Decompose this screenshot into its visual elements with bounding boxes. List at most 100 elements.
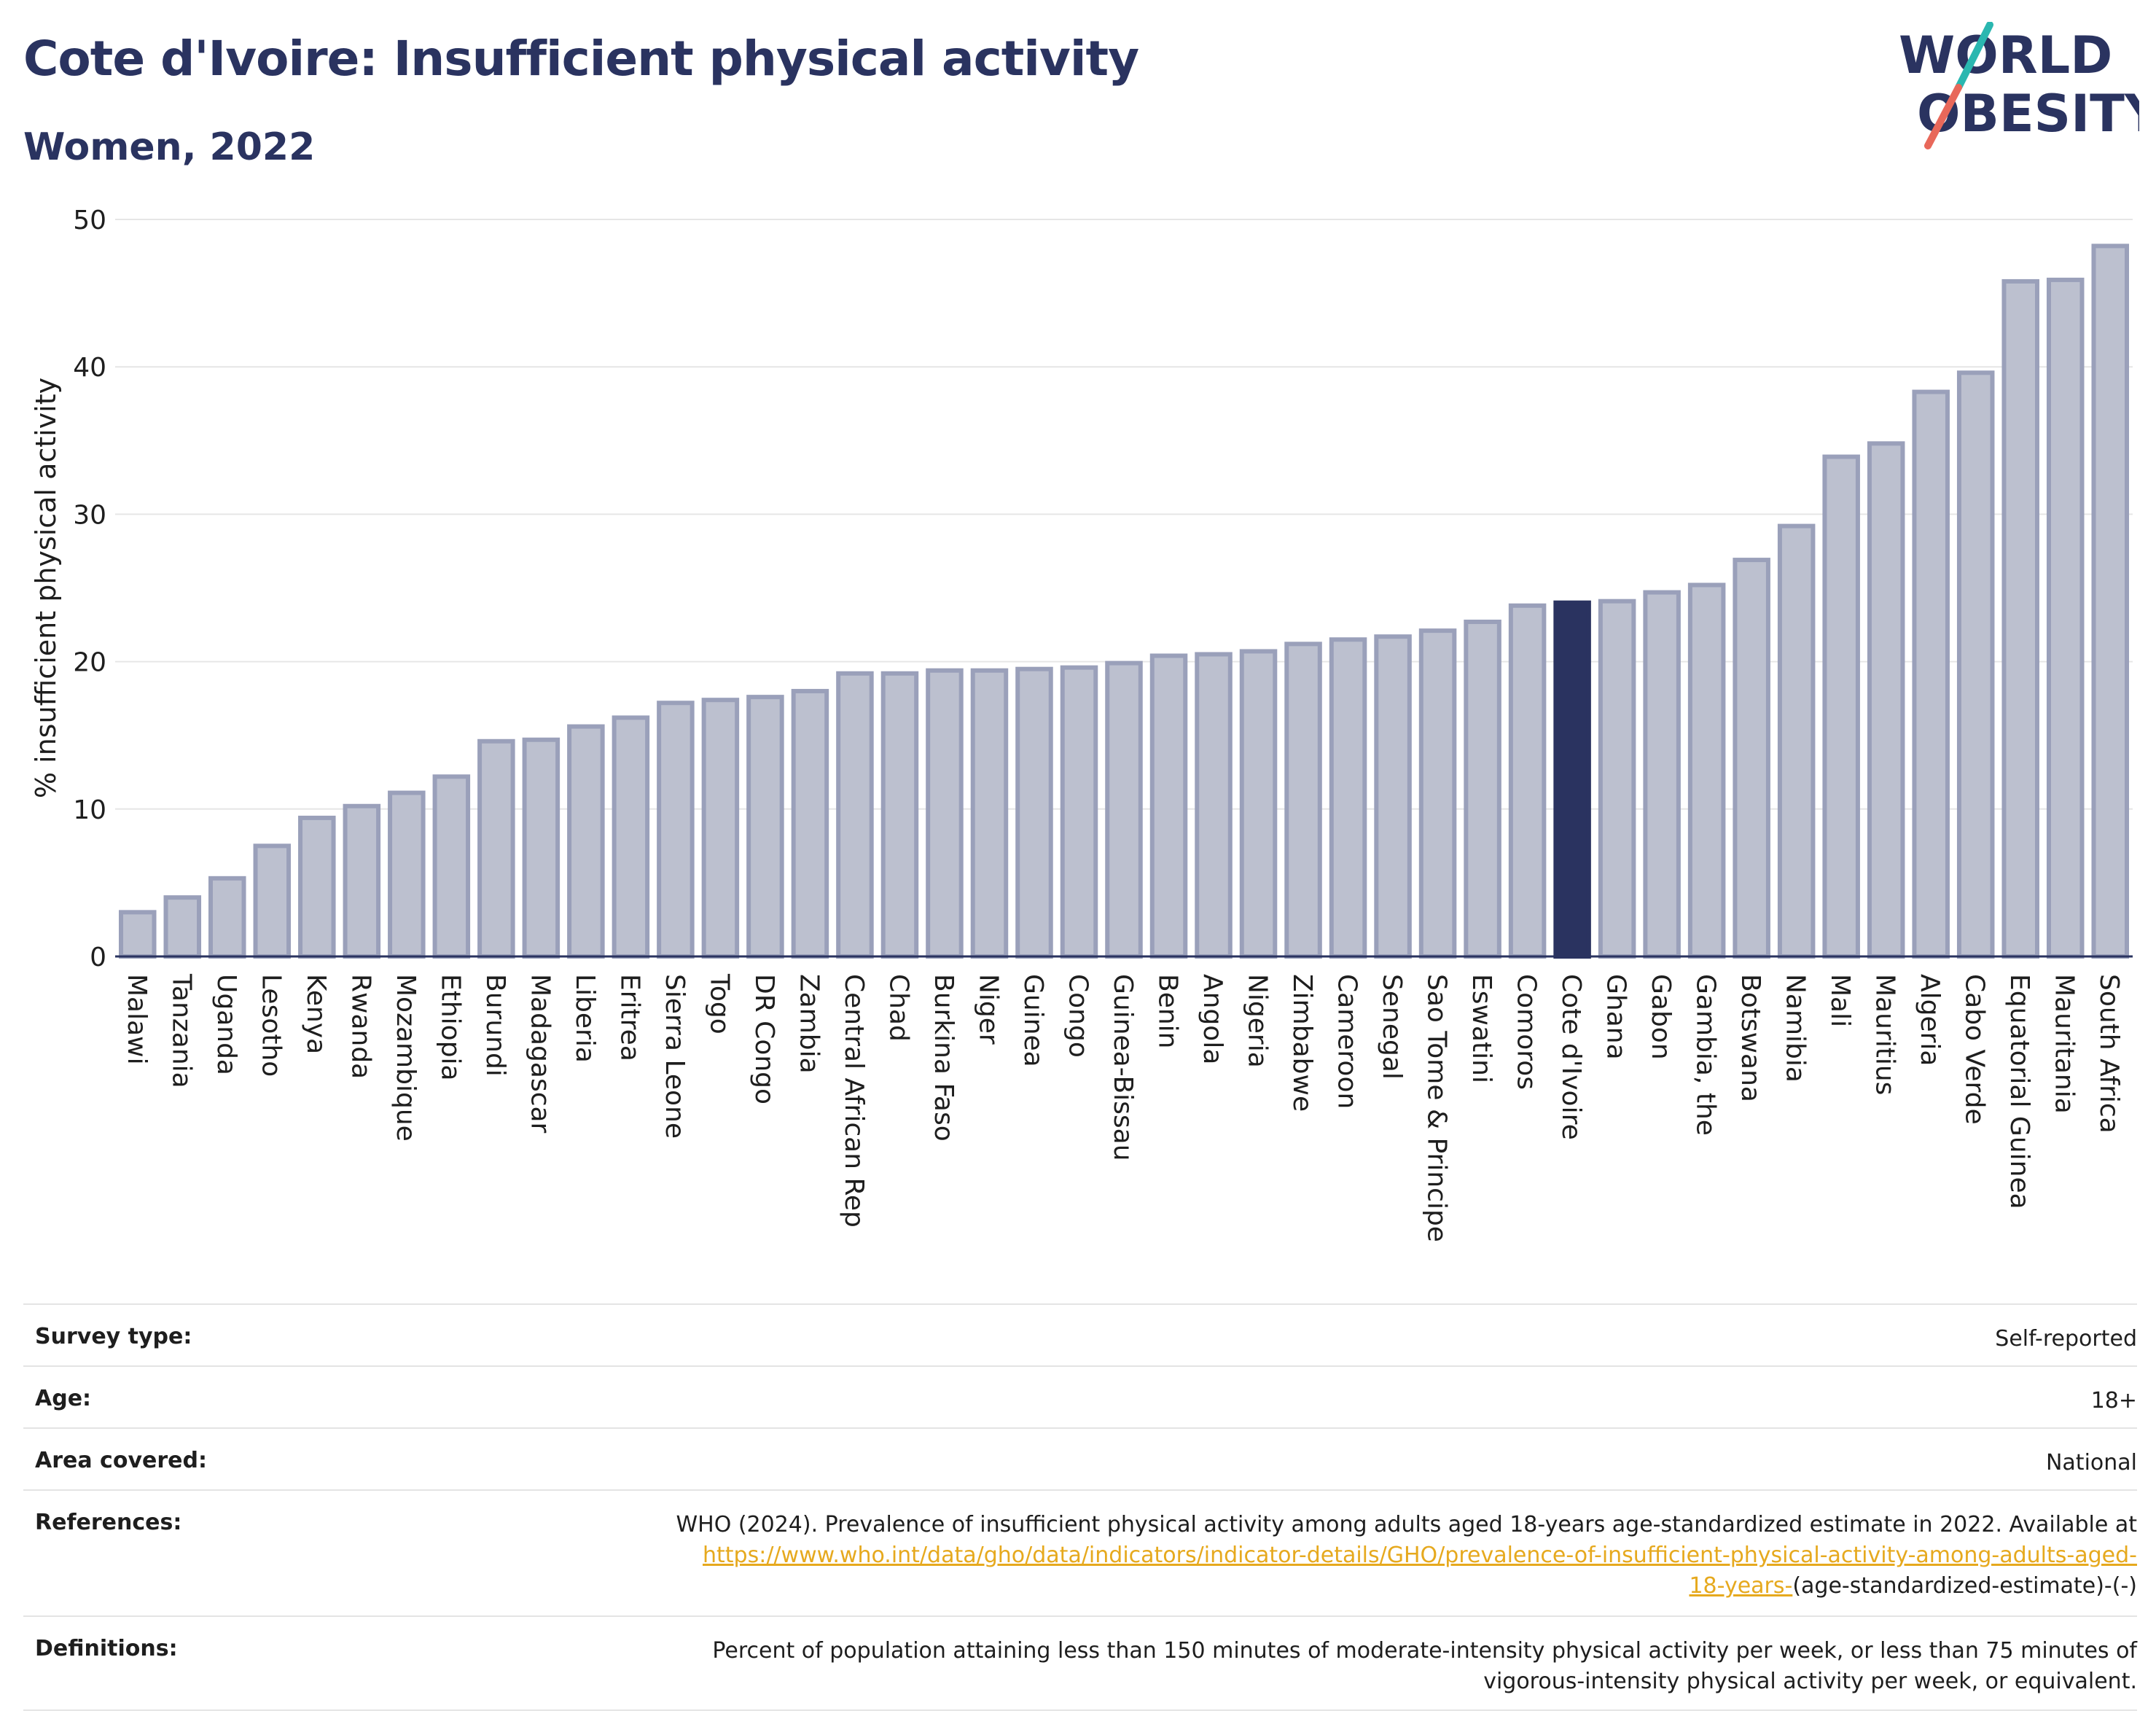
bar: [1777, 523, 1816, 959]
bar: [1239, 649, 1278, 959]
meta-value: National: [414, 1427, 2137, 1490]
bar: [2001, 278, 2039, 959]
bar: [1867, 441, 1905, 959]
bar: [701, 698, 740, 959]
x-tick-label: Botswana: [1735, 974, 1765, 1102]
bar: [1105, 660, 1143, 959]
x-tick-label: Mauritius: [1870, 974, 1900, 1095]
x-tick-label: Cameroon: [1332, 974, 1362, 1109]
x-tick-label: Rwanda: [345, 974, 375, 1079]
x-tick-label: Gambia, the: [1691, 974, 1721, 1136]
bar: [1733, 558, 1770, 959]
x-tick-label: Congo: [1063, 974, 1093, 1058]
x-tick-label: Comoros: [1512, 974, 1542, 1090]
logo-slash-top: [1955, 22, 1993, 91]
bar: [388, 790, 426, 959]
bar: [1149, 653, 1188, 959]
bar: [567, 724, 605, 959]
meta-label: References:: [23, 1489, 414, 1616]
bar: [836, 671, 874, 959]
x-tick-label: Nigeria: [1243, 974, 1273, 1068]
bar-highlight: [1553, 600, 1591, 959]
bar: [612, 715, 650, 959]
x-tick-label: Togo: [704, 973, 734, 1034]
metadata-table: Survey type: Self-reported Age: 18+ Area…: [23, 1303, 2137, 1711]
x-tick-label: Gabon: [1646, 974, 1676, 1060]
x-tick-label: Angola: [1198, 974, 1227, 1064]
bar: [1374, 634, 1412, 959]
bar: [1956, 370, 1995, 959]
bar: [1687, 582, 1726, 959]
x-tick-label: Ghana: [1601, 974, 1631, 1060]
x-tick-label: Zambia: [794, 974, 824, 1074]
bar: [1329, 637, 1367, 959]
x-tick-label: Niger: [973, 974, 1003, 1045]
y-tick-label: 20: [73, 648, 106, 678]
meta-label: Survey type:: [23, 1303, 414, 1366]
x-tick-label: Eswatini: [1466, 974, 1496, 1083]
x-tick-label: Mali: [1825, 974, 1855, 1027]
bar: [1822, 454, 1860, 959]
x-tick-label: Malawi: [122, 974, 152, 1065]
bar: [2046, 277, 2085, 959]
x-tick-label: Mauritania: [2050, 974, 2079, 1114]
x-tick-label: Namibia: [1781, 974, 1811, 1083]
meta-label: Definitions:: [23, 1615, 414, 1711]
chart-subtitle: Women, 2022: [23, 125, 316, 169]
reference-link-cont[interactable]: 18-years-: [1689, 1573, 1793, 1599]
bar: [1060, 665, 1098, 959]
definition-text-1: Percent of population attaining less tha…: [712, 1638, 2137, 1664]
x-tick-label: Sao Tome & Principe: [1422, 974, 1452, 1242]
y-tick-label: 10: [73, 795, 106, 825]
y-tick-label: 0: [90, 943, 106, 972]
x-tick-label: Lesotho: [256, 974, 286, 1077]
bar: [1643, 590, 1681, 959]
bar: [1284, 642, 1322, 959]
x-tick-label: Guinea-Bissau: [1108, 974, 1138, 1161]
x-tick-label: Burundi: [480, 974, 510, 1077]
x-tick-label: DR Congo: [749, 974, 779, 1104]
y-tick-label: 40: [73, 353, 106, 383]
y-tick-labels: 0 10 20 30 40 50: [73, 206, 106, 972]
x-tick-label: Kenya: [301, 974, 331, 1054]
x-tick-label: Mozambique: [391, 974, 421, 1142]
bar: [522, 737, 561, 959]
bar: [208, 876, 246, 959]
x-tick-label: Cote d'Ivoire: [1556, 974, 1586, 1140]
y-tick-label: 30: [73, 500, 106, 530]
bar: [1195, 652, 1233, 959]
meta-row-area: Area covered: National: [23, 1427, 2137, 1490]
x-tick-labels: Malawi Tanzania Uganda Lesotho Kenya Rwanda Mo…: [122, 973, 2124, 1242]
x-tick-label: Benin: [1153, 974, 1183, 1048]
meta-row-definitions: Definitions: Percent of population attai…: [23, 1615, 2137, 1711]
bar: [1418, 628, 1457, 959]
bar: [253, 843, 292, 959]
meta-value: Self-reported: [414, 1303, 2137, 1366]
logo-text-world: WORLD: [1899, 26, 2112, 85]
y-tick-label: 50: [73, 206, 106, 235]
y-axis-label: % insufficient physical activity: [30, 378, 62, 798]
meta-row-survey-type: Survey type: Self-reported: [23, 1303, 2137, 1366]
x-tick-label: Cabo Verde: [1960, 974, 1990, 1125]
bar: [1015, 666, 1053, 959]
bar: [477, 738, 515, 959]
logo-slash-bottom: [1924, 84, 1962, 149]
bar: [791, 689, 829, 959]
x-tick-label: Chad: [883, 974, 913, 1042]
x-tick-label: Sierra Leone: [660, 974, 690, 1139]
reference-text: WHO (2024). Prevalence of insufficient p…: [676, 1512, 2137, 1537]
bar: [163, 895, 202, 959]
bar: [1912, 389, 1950, 959]
bar: [1508, 603, 1547, 959]
x-tick-label: Uganda: [211, 974, 241, 1075]
definition-text-2: vigorous-intensity physical activity per…: [1483, 1669, 2137, 1694]
bar: [343, 803, 381, 959]
meta-value: WHO (2024). Prevalence of insufficient p…: [414, 1489, 2137, 1616]
x-tick-label: Liberia: [570, 974, 600, 1063]
bar: [746, 695, 784, 959]
meta-value: Percent of population attaining less tha…: [414, 1615, 2137, 1711]
bar: [298, 815, 336, 959]
bar: [880, 671, 919, 959]
meta-row-references: References: WHO (2024). Prevalence of in…: [23, 1489, 2137, 1616]
reference-link[interactable]: https://www.who.int/data/gho/data/indica…: [703, 1543, 2137, 1568]
